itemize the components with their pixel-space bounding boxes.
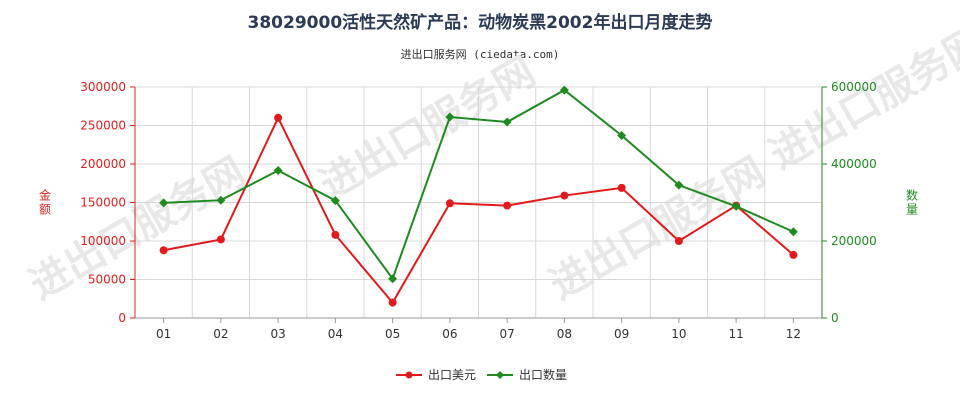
series-1-point xyxy=(445,199,454,208)
series-1-point xyxy=(216,235,225,244)
x-tick-label: 04 xyxy=(328,327,343,341)
x-tick-label: 06 xyxy=(442,327,457,341)
legend-label-2: 出口数量 xyxy=(519,367,567,382)
watermark-text: 进出口服务网 xyxy=(542,149,773,309)
series-1-point xyxy=(674,237,683,245)
series-2-point xyxy=(788,227,798,237)
left-axis-title: 金额 xyxy=(39,188,51,217)
left-tick-label: 200000 xyxy=(80,157,126,171)
legend: 出口美元 出口数量 xyxy=(396,367,567,382)
x-tick-label: 11 xyxy=(728,327,743,341)
series-1-point xyxy=(560,191,569,200)
series-1-point xyxy=(789,250,798,259)
series-1-point xyxy=(388,298,397,307)
series-2-point xyxy=(617,131,627,141)
right-axis-title: 数量 xyxy=(906,188,918,217)
x-tick-label: 12 xyxy=(786,327,801,341)
legend-marker-2 xyxy=(496,371,504,379)
x-tick-label: 10 xyxy=(671,327,686,341)
axes: 0500001000001500002000002500003000000200… xyxy=(39,80,918,341)
series-line-1 xyxy=(163,115,795,305)
right-tick-label: 200000 xyxy=(831,234,877,248)
x-tick-label: 02 xyxy=(213,327,228,341)
series-2-point xyxy=(674,180,684,190)
x-tick-label: 03 xyxy=(270,327,285,341)
left-tick-label: 50000 xyxy=(88,273,126,287)
series-2-point xyxy=(559,85,569,95)
series-2-point xyxy=(330,196,340,206)
x-tick-label: 08 xyxy=(557,327,572,341)
series-layer xyxy=(159,85,798,307)
left-tick-label: 300000 xyxy=(80,80,126,94)
chart-subtitle: 进出口服务网 (ciedata.com) xyxy=(400,48,560,61)
legend-marker-1 xyxy=(405,371,413,379)
x-tick-label: 01 xyxy=(156,327,171,341)
legend-label-1: 出口美元 xyxy=(428,368,476,382)
watermark-text: 进出口服务网 xyxy=(312,49,543,209)
series-1-point xyxy=(331,230,340,239)
series-1-point xyxy=(617,183,626,192)
series-1-point xyxy=(274,113,283,122)
series-1-point xyxy=(503,201,512,210)
series-line-2 xyxy=(163,88,794,281)
series-2-point xyxy=(445,112,455,122)
right-tick-label: 0 xyxy=(831,311,839,325)
x-tick-label: 05 xyxy=(385,327,400,341)
series-2-point xyxy=(216,195,226,205)
series-2-point xyxy=(388,274,398,284)
series-1-point xyxy=(159,246,168,255)
series-2-point xyxy=(731,201,741,211)
series-2-point xyxy=(273,166,283,176)
watermark-text: 进出口服务网 xyxy=(762,19,960,179)
series-2-point xyxy=(159,198,169,208)
x-tick-label: 07 xyxy=(499,327,514,341)
x-tick-label: 09 xyxy=(614,327,629,341)
watermark-text: 进出口服务网 xyxy=(22,149,253,309)
series-2-point xyxy=(502,117,512,127)
left-tick-label: 0 xyxy=(118,311,126,325)
left-tick-label: 250000 xyxy=(80,119,126,133)
left-tick-label: 100000 xyxy=(80,234,126,248)
right-tick-label: 400000 xyxy=(831,157,877,171)
left-tick-label: 150000 xyxy=(80,196,126,210)
chart-title: 38029000活性天然矿产品：动物炭黑2002年出口月度走势 xyxy=(247,13,713,33)
right-tick-label: 600000 xyxy=(831,80,877,94)
